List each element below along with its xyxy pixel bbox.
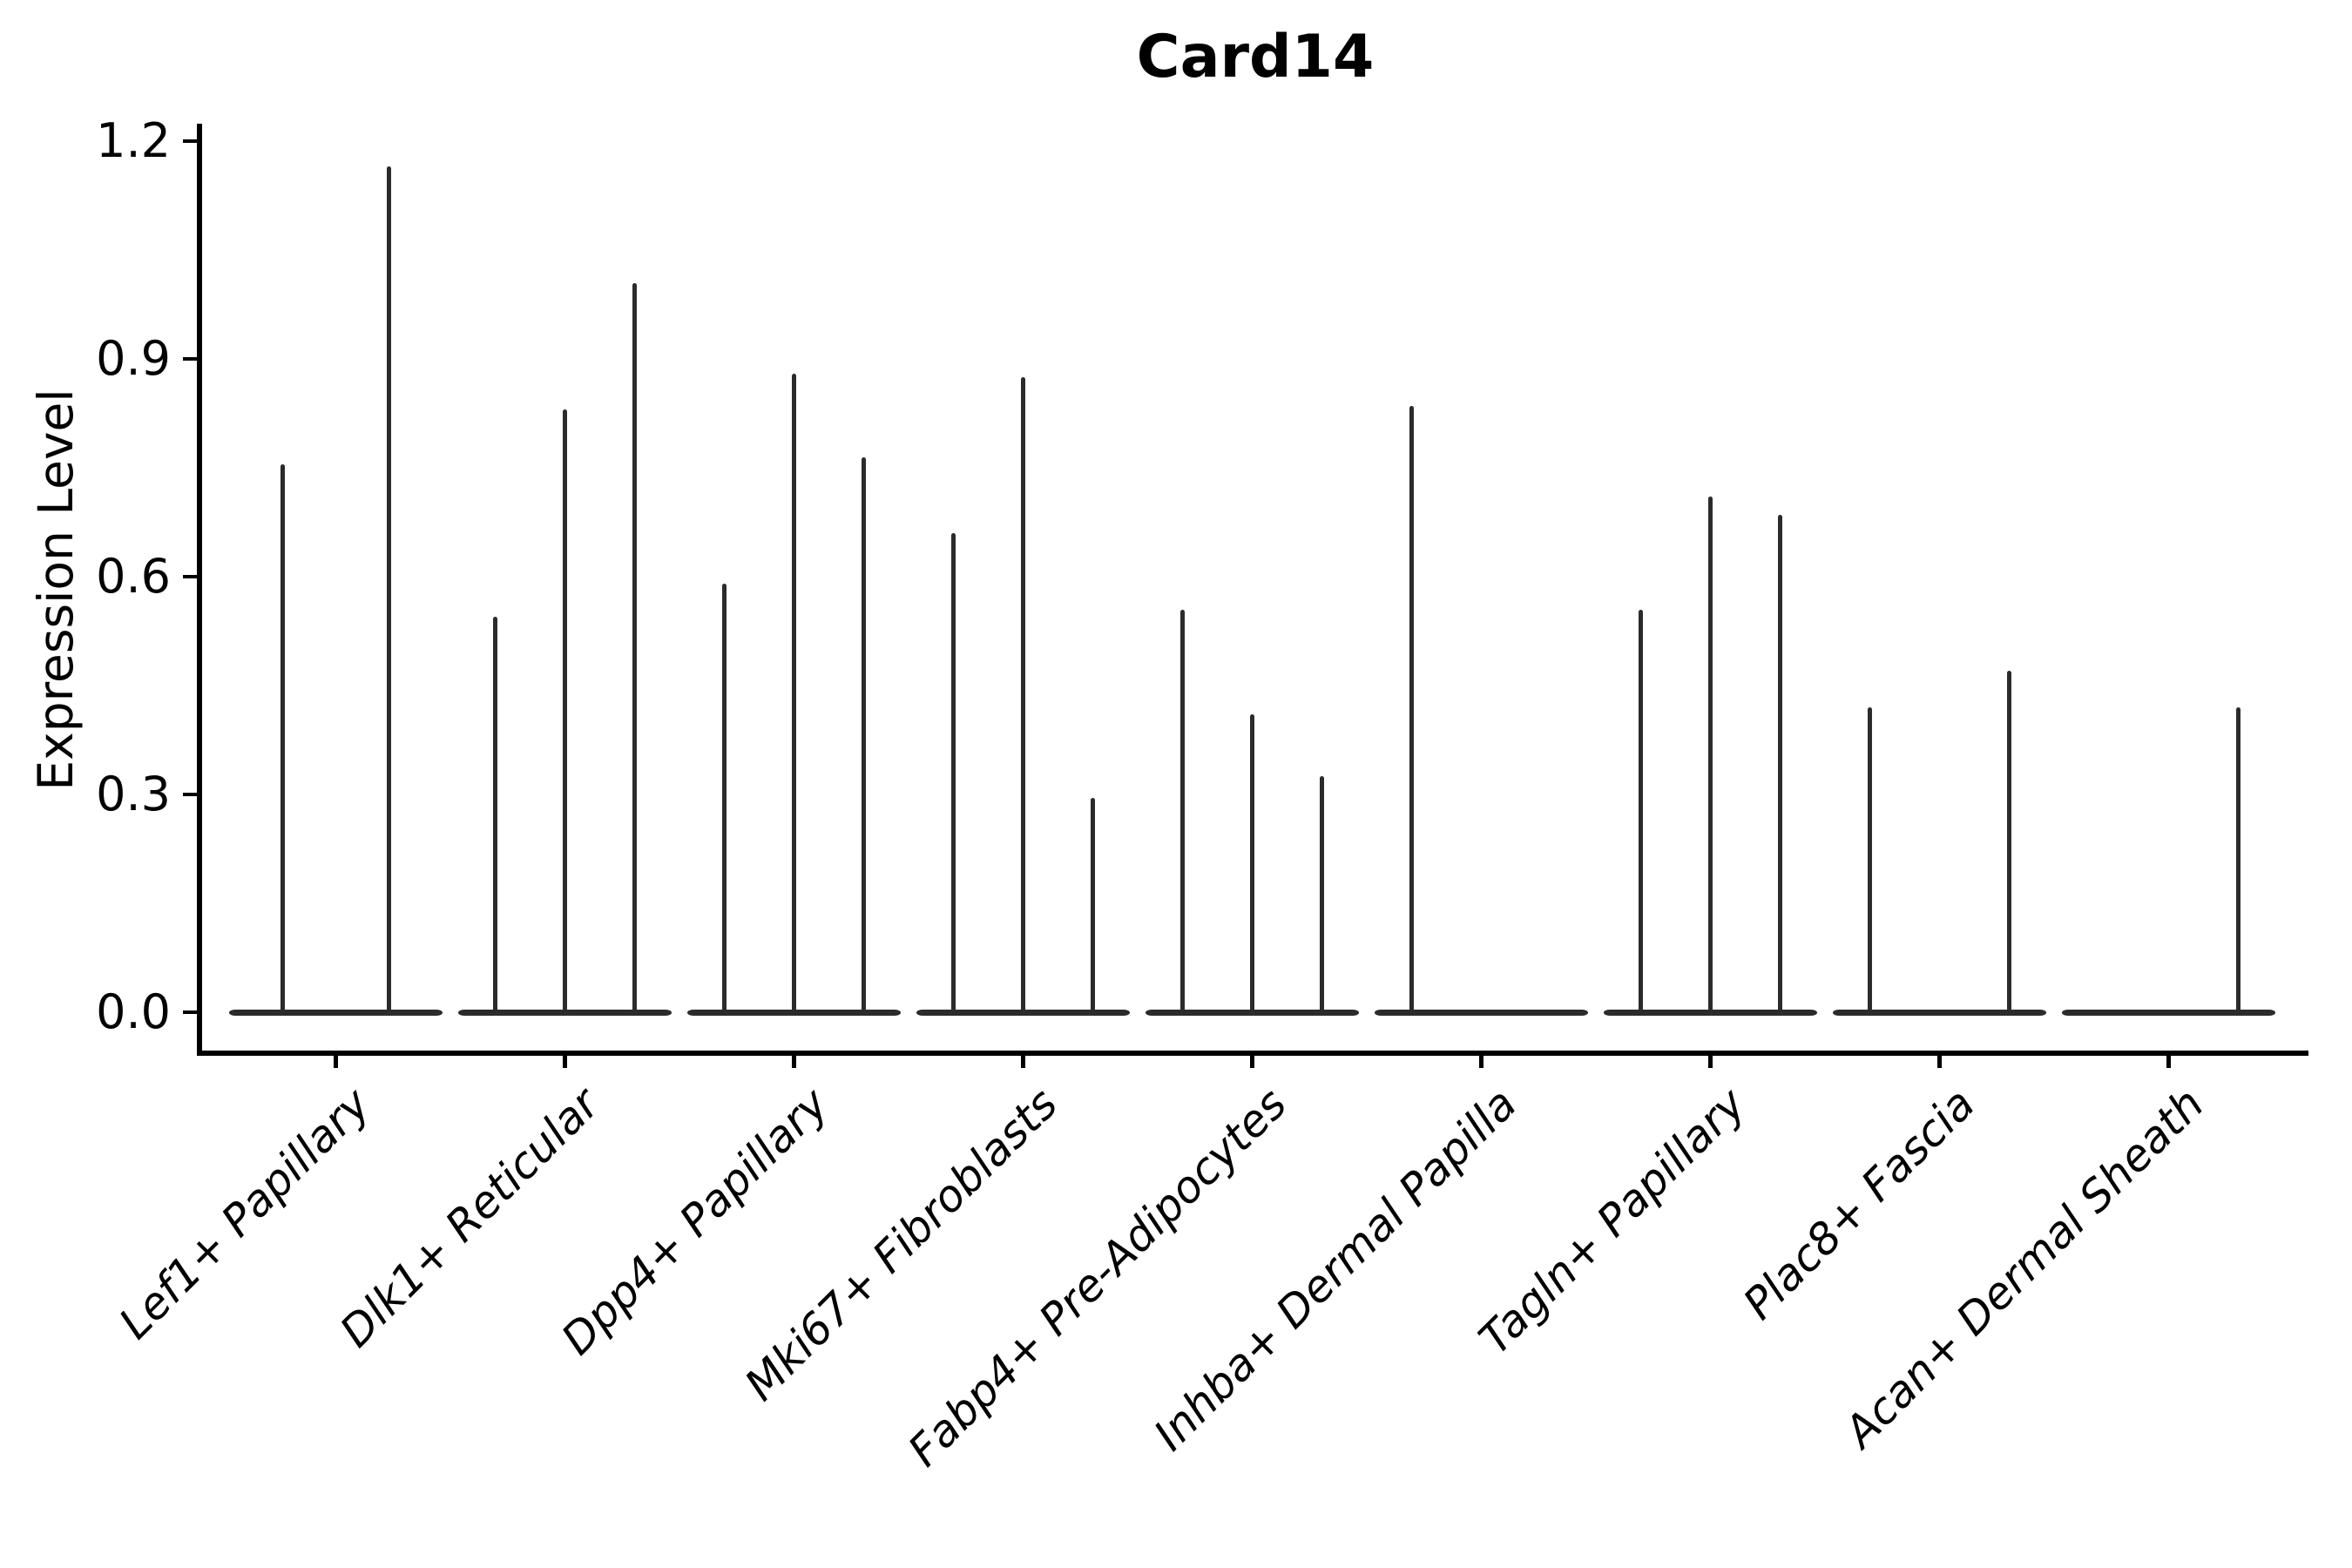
y-tick <box>183 139 197 143</box>
y-tick <box>183 357 197 361</box>
y-tick <box>183 793 197 796</box>
violin-needle <box>791 373 796 1014</box>
violin-needle <box>386 166 391 1014</box>
y-tick-label: 0.9 <box>96 331 171 386</box>
x-tick <box>1020 1056 1025 1068</box>
x-tick <box>1708 1056 1713 1068</box>
violin-needle <box>2007 671 2012 1014</box>
y-tick-label: 0.6 <box>96 549 171 604</box>
violin-baseline <box>2062 1009 2276 1016</box>
x-tick <box>2166 1056 2172 1068</box>
violin-needle <box>1778 515 1783 1014</box>
violin-needle <box>2236 707 2241 1014</box>
x-tick <box>1479 1056 1484 1068</box>
y-tick <box>183 575 197 578</box>
x-tick-label: Fabp4+ Pre-Adipocytes <box>898 1078 1297 1477</box>
x-tick <box>333 1056 338 1068</box>
y-axis-spine <box>197 124 202 1056</box>
x-tick-label: Plac8+ Fascia <box>1733 1078 1984 1329</box>
violin-needle <box>1639 609 1644 1014</box>
x-tick-label: Lef1+ Papillary <box>109 1078 381 1349</box>
violin-needle <box>562 409 567 1014</box>
violin-needle <box>632 282 637 1014</box>
x-tick <box>1937 1056 1943 1068</box>
x-axis-spine <box>197 1051 2308 1056</box>
x-tick <box>791 1056 796 1068</box>
violin-needle <box>1708 497 1713 1014</box>
violin-needle <box>1868 707 1873 1014</box>
y-tick-label: 0.0 <box>96 984 171 1039</box>
violin-needle <box>1179 609 1185 1014</box>
violin-baseline <box>1375 1009 1588 1016</box>
x-tick-label: Inhba+ Dermal Papilla <box>1144 1078 1526 1461</box>
violin-needle <box>1020 376 1025 1014</box>
violin-needle <box>861 456 866 1014</box>
violin-needle <box>950 533 956 1014</box>
violin-needle <box>492 616 497 1014</box>
violin-baseline <box>1833 1009 2047 1016</box>
violin-baseline <box>228 1009 443 1016</box>
x-tick <box>1249 1056 1254 1068</box>
x-tick <box>562 1056 567 1068</box>
violin-needle <box>1319 776 1324 1014</box>
y-tick-label: 1.2 <box>96 113 171 168</box>
violin-needle <box>280 463 285 1014</box>
violin-needle <box>1090 798 1095 1014</box>
y-tick-label: 0.3 <box>96 767 171 821</box>
chart-title: Card14 <box>1136 23 1375 91</box>
violin-needle <box>1409 406 1414 1014</box>
violin-needle <box>1249 714 1254 1014</box>
y-tick <box>183 1010 197 1014</box>
violin-needle <box>721 584 727 1014</box>
